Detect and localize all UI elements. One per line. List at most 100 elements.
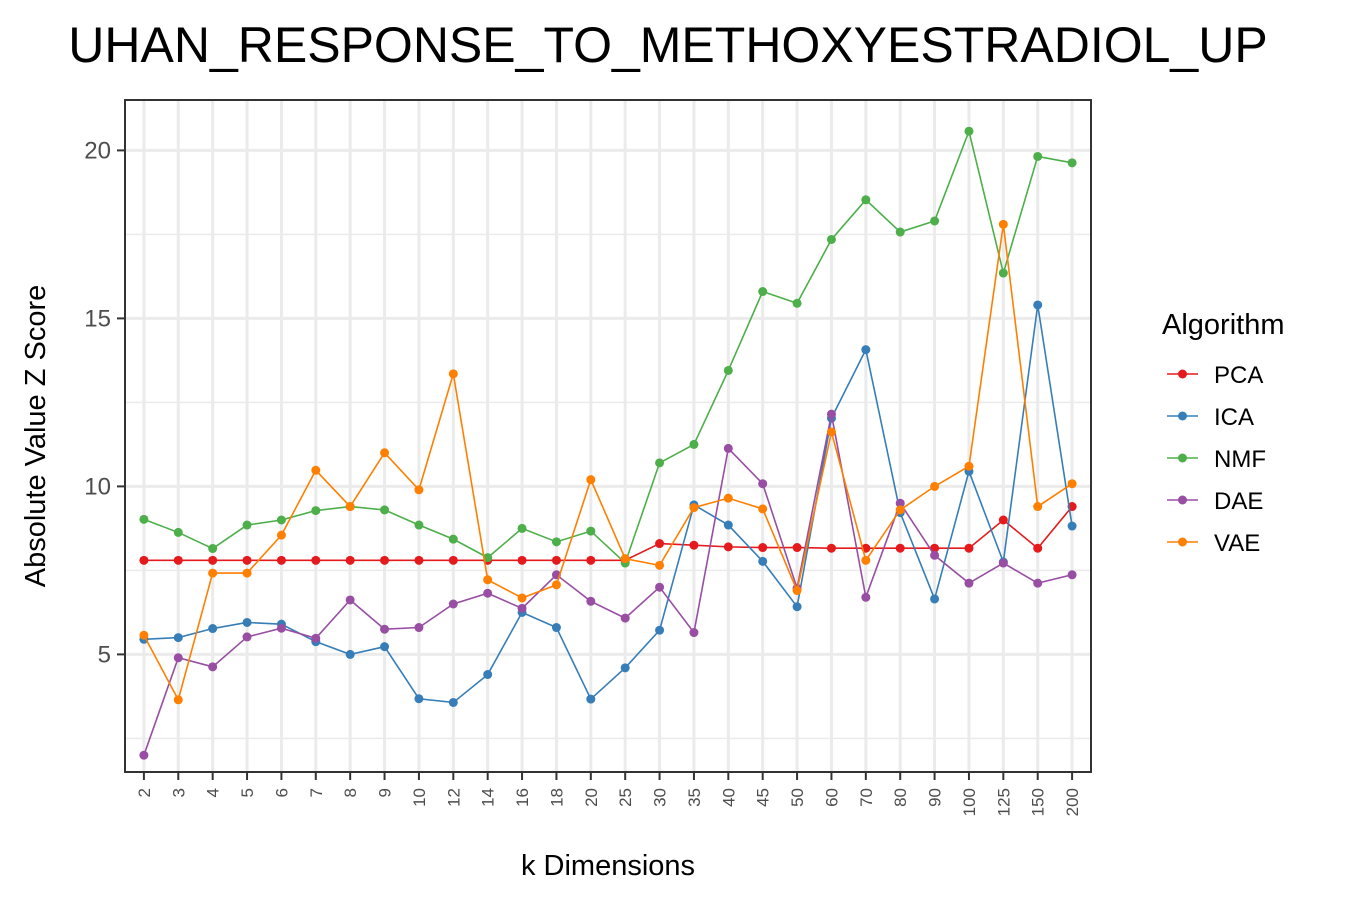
y-tick-label: 10 <box>84 473 111 500</box>
data-point-vae <box>208 568 218 578</box>
data-point-pca <box>998 515 1008 525</box>
data-point-vae <box>792 586 802 596</box>
x-tick-label: 45 <box>754 788 773 807</box>
series-vae <box>139 219 1077 705</box>
data-point-dae <box>930 550 940 560</box>
data-point-pca <box>826 543 836 553</box>
data-point-pca <box>655 539 665 549</box>
x-tick-label: 7 <box>307 788 326 797</box>
data-point-nmf <box>689 439 699 449</box>
data-point-dae <box>758 479 768 489</box>
data-point-pca <box>311 555 321 565</box>
data-point-pca <box>345 555 355 565</box>
data-point-ica <box>1033 300 1043 310</box>
data-point-vae <box>242 568 252 578</box>
data-point-vae <box>998 219 1008 229</box>
data-point-ica <box>930 594 940 604</box>
data-point-nmf <box>276 515 286 525</box>
y-axis-title: Absolute Value Z Score <box>20 285 52 588</box>
x-tick-label: 40 <box>719 788 738 807</box>
data-point-vae <box>723 493 733 503</box>
x-tick-label: 80 <box>891 788 910 807</box>
data-point-nmf <box>311 506 321 516</box>
data-point-nmf <box>173 527 183 537</box>
data-point-vae <box>448 369 458 379</box>
data-point-nmf <box>586 526 596 536</box>
plot-border <box>124 99 1092 773</box>
data-point-vae <box>1033 502 1043 512</box>
data-point-dae <box>208 662 218 672</box>
legend-key-point-nmf <box>1178 453 1187 463</box>
series-pca <box>139 502 1077 565</box>
legend-items: PCA ICA NMF DAE VAE <box>1167 362 1266 557</box>
data-point-pca <box>551 555 561 565</box>
data-point-ica <box>1067 521 1077 531</box>
data-point-nmf <box>1033 151 1043 161</box>
data-point-dae <box>655 582 665 592</box>
legend-label-pca: PCA <box>1214 362 1263 389</box>
data-point-nmf <box>1067 158 1077 168</box>
data-point-pca <box>689 540 699 550</box>
data-point-pca <box>173 555 183 565</box>
data-point-pca <box>758 543 768 553</box>
data-point-vae <box>655 560 665 570</box>
legend-key-point-vae <box>1178 537 1187 547</box>
data-point-nmf <box>448 534 458 544</box>
data-point-dae <box>620 613 630 623</box>
x-tick-label: 9 <box>376 788 395 797</box>
data-point-pca <box>380 555 390 565</box>
x-tick-label: 4 <box>204 788 223 797</box>
data-point-ica <box>345 649 355 659</box>
data-point-ica <box>483 670 493 680</box>
data-point-nmf <box>895 227 905 237</box>
data-point-dae <box>689 628 699 638</box>
data-point-ica <box>861 345 871 355</box>
x-tick-label: 16 <box>513 788 532 807</box>
data-point-pca <box>517 555 527 565</box>
legend-label-dae: DAE <box>1214 488 1263 515</box>
data-point-nmf <box>930 216 940 226</box>
x-tick-label: 20 <box>582 788 601 807</box>
data-point-vae <box>517 593 527 603</box>
data-point-nmf <box>792 298 802 308</box>
x-tick-label: 2 <box>135 788 154 797</box>
data-point-vae <box>586 475 596 485</box>
x-tick-label: 100 <box>960 788 979 816</box>
legend-key-point-ica <box>1178 411 1187 421</box>
data-point-vae <box>483 575 493 585</box>
data-point-vae <box>861 555 871 565</box>
data-point-dae <box>139 750 149 760</box>
data-point-pca <box>964 543 974 553</box>
x-tick-label: 50 <box>788 788 807 807</box>
x-tick-label: 6 <box>272 788 291 797</box>
legend-item-nmf: NMF <box>1167 446 1266 473</box>
x-axis-title: k Dimensions <box>521 850 695 882</box>
data-point-pca <box>1033 543 1043 553</box>
legend-label-nmf: NMF <box>1214 446 1266 473</box>
data-point-nmf <box>723 365 733 375</box>
data-point-ica <box>620 663 630 673</box>
data-point-nmf <box>483 553 493 563</box>
data-point-dae <box>998 558 1008 568</box>
legend-item-ica: ICA <box>1167 404 1254 431</box>
data-point-nmf <box>208 544 218 554</box>
data-point-vae <box>826 427 836 437</box>
data-point-nmf <box>551 537 561 547</box>
series-line-dae <box>143 414 1073 756</box>
data-point-vae <box>345 502 355 512</box>
x-axis: 2 3 4 5 6 7 8 9 10 12 14 16 18 20 25 30 35 40 45 50 60 70 80 90… <box>135 772 1082 816</box>
x-tick-label: 25 <box>616 788 635 807</box>
data-point-dae <box>311 633 321 643</box>
data-point-nmf <box>861 195 871 205</box>
chart-title: UHAN_RESPONSE_TO_METHOXYESTRADIOL_UP <box>68 17 1267 73</box>
data-point-pca <box>723 542 733 552</box>
data-point-vae <box>139 630 149 640</box>
data-point-nmf <box>964 126 974 136</box>
data-point-nmf <box>139 514 149 524</box>
legend-item-dae: DAE <box>1167 488 1263 515</box>
data-point-nmf <box>998 268 1008 278</box>
data-point-nmf <box>826 234 836 244</box>
data-point-vae <box>380 448 390 458</box>
data-point-dae <box>380 624 390 634</box>
